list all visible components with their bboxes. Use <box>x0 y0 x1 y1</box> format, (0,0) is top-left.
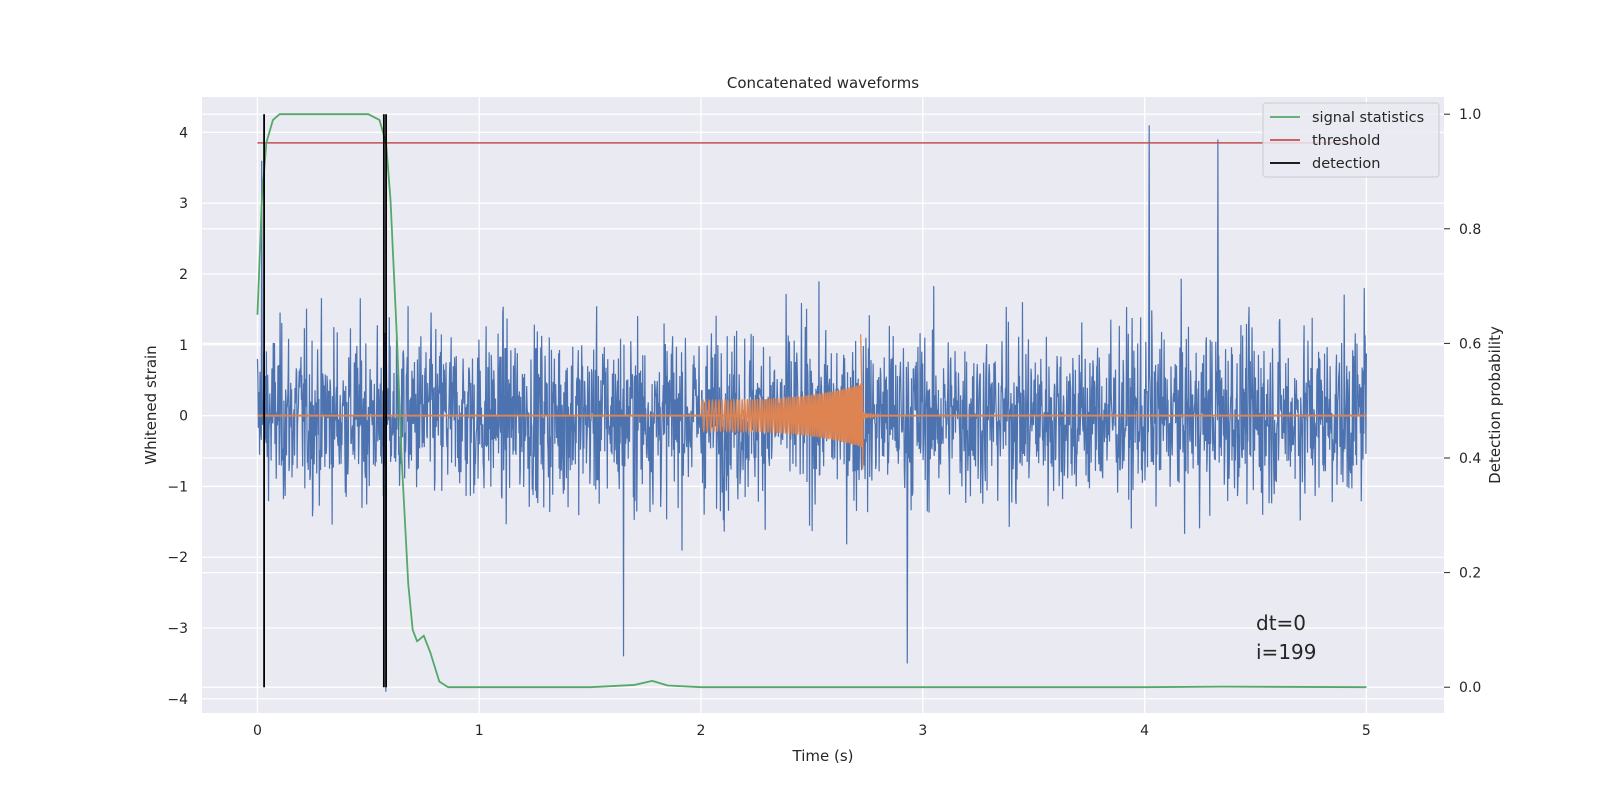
series-injected-signal <box>700 334 897 469</box>
y-tick-label-7: 3 <box>179 196 188 212</box>
chirp-series-layer <box>257 334 1367 469</box>
y-tick-label-6: 2 <box>179 267 188 283</box>
x-tick-label-2: 2 <box>697 723 706 739</box>
y2-tick-label-0: 0.0 <box>1459 680 1481 696</box>
x-axis-label: Time (s) <box>792 747 854 765</box>
y2-axis-label: Detection probability <box>1486 326 1504 484</box>
y-tick-label-2: −2 <box>167 550 188 566</box>
y-tick-label-0: −4 <box>167 692 188 708</box>
x-tick-label-4: 4 <box>1140 723 1149 739</box>
y2-tick-label-4: 0.8 <box>1459 222 1481 238</box>
legend-label-detection: detection <box>1312 156 1380 172</box>
legend-box <box>1262 102 1440 178</box>
series-signal-statistics <box>256 113 1367 689</box>
y2-tick-label-1: 0.2 <box>1459 566 1481 582</box>
y2-tick-label-3: 0.6 <box>1459 336 1481 352</box>
annotation-dt: dt=0 <box>1256 611 1306 635</box>
tick-labels: 0 1 2 3 4 5 −4 −3 −2 −1 0 1 2 3 4 0.0 0.2 0.4 0.6 0.8 1.0 <box>167 107 1481 739</box>
annotation-i: i=199 <box>1256 640 1317 664</box>
noise-series-layer <box>256 125 1367 692</box>
y-tick-label-1: −3 <box>167 621 188 637</box>
y-axis-label: Whitened strain <box>142 345 160 464</box>
y-tick-label-3: −1 <box>167 479 188 495</box>
legend-label-threshold: threshold <box>1312 133 1380 149</box>
y-tick-label-8: 4 <box>179 125 188 141</box>
legend-label-signal-statistics: signal statistics <box>1312 110 1424 126</box>
chart-title: Concatenated waveforms <box>727 74 919 92</box>
y-tick-label-5: 1 <box>179 338 188 354</box>
x-tick-label-0: 0 <box>253 723 262 739</box>
legend: signal statistics threshold detection <box>1262 102 1440 178</box>
probability-series-layer <box>256 113 1367 689</box>
series-whitened-strain <box>256 125 1367 692</box>
y2-tick-label-5: 1.0 <box>1459 107 1481 123</box>
y-tick-label-4: 0 <box>179 409 188 425</box>
x-tick-label-1: 1 <box>475 723 484 739</box>
x-tick-label-3: 3 <box>918 723 927 739</box>
y2-tick-label-2: 0.4 <box>1459 451 1481 467</box>
x-tick-label-5: 5 <box>1362 723 1371 739</box>
